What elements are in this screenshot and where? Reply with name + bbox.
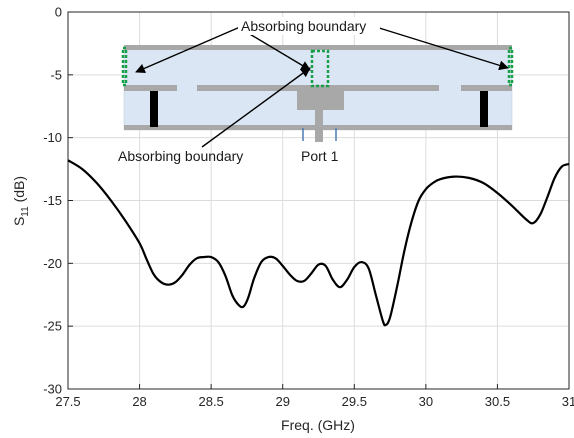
- arrow-to-right-boundary: [375, 26, 509, 71]
- top-ground-plane: [124, 45, 512, 50]
- s11-series-line: [67, 159, 570, 327]
- x-tick-label: 30: [419, 394, 433, 409]
- x-tick-label: 31: [562, 394, 574, 409]
- absorbing-boundary-right: [507, 46, 514, 87]
- shorting-pin-left: [150, 91, 158, 127]
- absorbing-boundary-center: [310, 49, 330, 88]
- feed-block: [297, 90, 344, 110]
- y-tick-label: -25: [43, 319, 62, 334]
- arrow-bottom-to-center-boundary: [201, 67, 311, 148]
- y-tick-label: -10: [43, 130, 62, 145]
- y-tick-label: -5: [50, 67, 62, 82]
- y-tick-label: -20: [43, 256, 62, 271]
- shorting-pin-right: [480, 91, 488, 127]
- middle-plate-right: [461, 85, 512, 91]
- annotation-port-1: Port 1: [301, 148, 339, 164]
- y-tick-label: -15: [43, 193, 62, 208]
- x-tick-label: 30.5: [485, 394, 510, 409]
- annotation-top-bg: [238, 17, 380, 35]
- x-tick-label: 29.5: [342, 394, 367, 409]
- y-axis-ticks: 0 -5 -10 -15 -20 -25 -30: [43, 5, 73, 397]
- arrow-to-left-boundary: [135, 26, 241, 73]
- x-tick-label: 28.5: [198, 394, 223, 409]
- annotation-absorbing-boundary-top: Absorbing boundary: [241, 18, 366, 34]
- arrow-to-center-boundary: [247, 32, 311, 71]
- y-axis-title: S11 (dB): [11, 176, 31, 226]
- annotation-absorbing-boundary-bottom: Absorbing boundary: [118, 148, 243, 164]
- feed-probe: [315, 110, 323, 142]
- y-tick-label: 0: [55, 5, 62, 20]
- x-tick-label: 28: [132, 394, 146, 409]
- x-axis-title: Freq. (GHz): [281, 417, 355, 433]
- middle-plate-center: [197, 85, 439, 91]
- x-axis-ticks: 27.5 28 28.5 29 29.5 30 30.5 31: [55, 384, 574, 409]
- absorbing-boundary-left: [121, 46, 128, 87]
- axes-frame: [67, 11, 570, 390]
- antenna-structure-diagram: Absorbing boundary Absorbing boundary Po…: [118, 17, 514, 164]
- x-tick-label: 29: [275, 394, 289, 409]
- y-tick-label: -30: [43, 382, 62, 397]
- x-tick-label: 27.5: [55, 394, 80, 409]
- middle-plate-left: [124, 85, 177, 91]
